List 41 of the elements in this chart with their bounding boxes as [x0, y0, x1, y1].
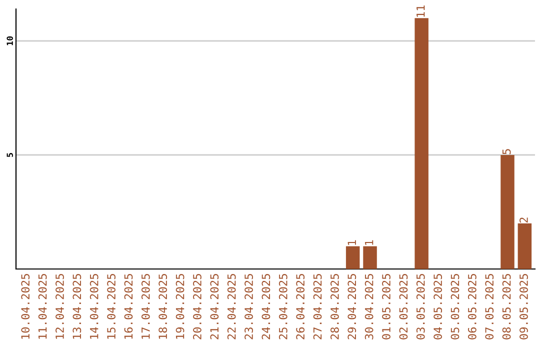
y-tick-label: 10 [6, 36, 13, 46]
bar [518, 223, 532, 269]
x-tick-label: 14.04.2025 [90, 274, 98, 339]
bar [414, 18, 428, 269]
x-tick-label: 25.04.2025 [278, 274, 288, 340]
x-tick-label: 21.04.2025 [210, 274, 219, 340]
x-tick-label: 22.04.2025 [227, 274, 236, 340]
x-tick-label: 24.04.2025 [262, 274, 270, 340]
x-tick-label: 29.04.2025 [348, 274, 356, 340]
x-tick-label: 09.05.2025 [520, 274, 528, 340]
x-tick-label: 16.04.2025 [124, 274, 133, 339]
x-tick-label: 30.04.2025 [364, 274, 374, 340]
x-tick-label: 19.04.2025 [176, 274, 184, 339]
data-label: 5 [502, 149, 511, 154]
data-label: 11 [416, 6, 425, 17]
x-tick-label: 07.05.2025 [485, 274, 494, 340]
x-tick-label: 04.05.2025 [434, 274, 442, 340]
x-tick-label: 08.05.2025 [502, 274, 511, 340]
x-tick-label: 26.04.2025 [296, 274, 305, 340]
x-tick-label: 05.05.2025 [450, 274, 460, 340]
x-tick-label: 18.04.2025 [158, 274, 168, 339]
x-tick-label: 13.04.2025 [72, 274, 82, 339]
x-tick-label: 23.04.2025 [244, 274, 253, 340]
bar [363, 246, 377, 269]
x-tick-label: 17.04.2025 [141, 274, 150, 339]
bar [346, 246, 360, 269]
x-tick-label: 12.04.2025 [56, 274, 64, 339]
x-tick-label: 03.05.2025 [416, 274, 425, 340]
x-tick-label: 20.04.2025 [193, 274, 202, 340]
x-tick-label: 15.04.2025 [107, 274, 116, 339]
bar [500, 154, 514, 269]
data-label: 1 [365, 240, 374, 245]
x-tick-label: 10.04.2025 [21, 274, 30, 339]
x-tick-label: 27.04.2025 [313, 274, 322, 340]
x-tick-label: 06.05.2025 [468, 274, 476, 340]
x-tick-label: 01.05.2025 [382, 274, 390, 340]
data-label: 2 [520, 218, 528, 223]
data-label: 1 [348, 240, 356, 245]
x-tick-label: 02.05.2025 [399, 274, 408, 340]
x-tick-label: 11.04.2025 [38, 274, 47, 339]
x-tick-label: 28.04.2025 [330, 274, 339, 340]
